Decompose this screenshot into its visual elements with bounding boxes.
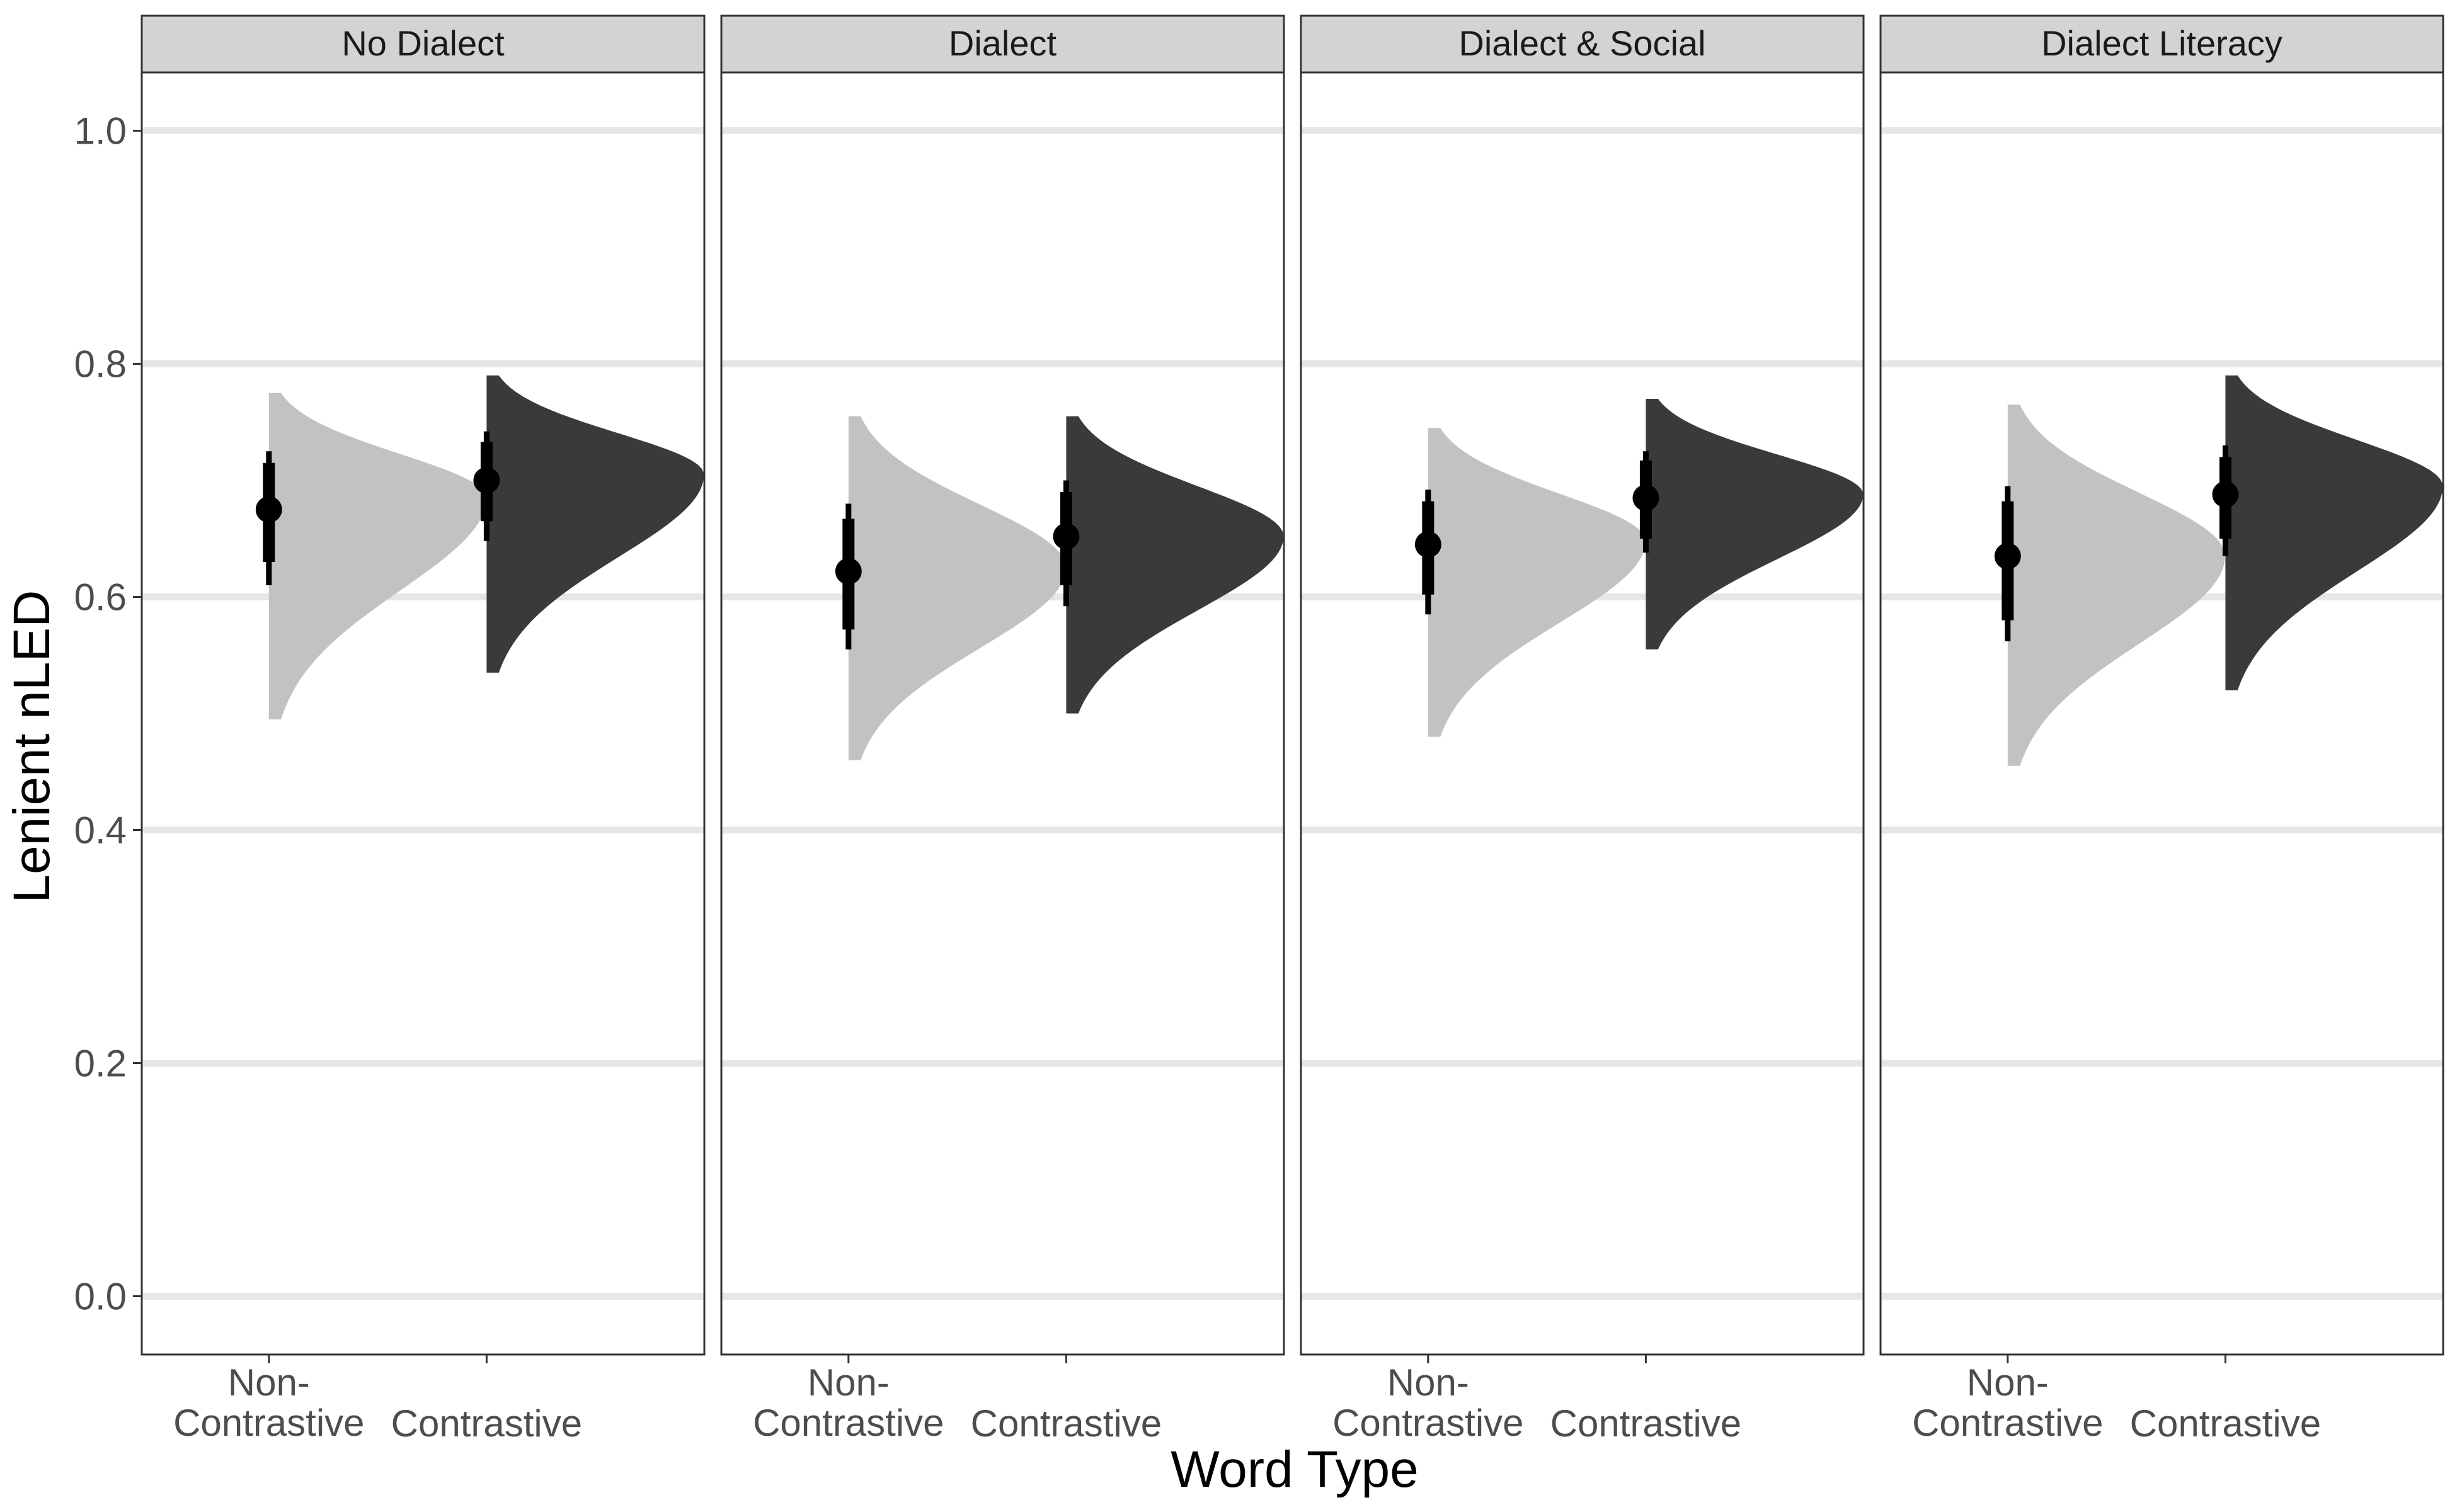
- facet-strip-label: Dialect Literacy: [2041, 23, 2282, 63]
- y-tick-label: 0.2: [74, 1043, 127, 1085]
- x-tick-label: Contrastive: [2130, 1402, 2321, 1445]
- y-tick-label: 0.4: [74, 810, 127, 852]
- density-shape-contrastive: [486, 375, 704, 673]
- density-shape-contrastive: [2225, 375, 2443, 690]
- median-point: [1632, 484, 1659, 512]
- panel-background: [1881, 72, 2443, 1354]
- median-point: [1994, 542, 2021, 570]
- median-point: [473, 467, 500, 494]
- x-tick-label: Contrastive: [1912, 1402, 2103, 1444]
- panel-background: [721, 72, 1284, 1354]
- facet-strip-label: Dialect & Social: [1458, 23, 1705, 63]
- x-tick-label: Contrastive: [971, 1402, 1162, 1445]
- density-shape-noncontrastive: [2007, 404, 2225, 766]
- y-axis: 0.0 0.2 0.4 0.6 0.8 1.0: [74, 110, 142, 1318]
- median-point: [2212, 481, 2239, 508]
- facet-strip-label: Dialect: [949, 23, 1057, 63]
- x-tick-label: Non-: [228, 1361, 310, 1404]
- x-tick-label: Contrastive: [753, 1402, 944, 1444]
- y-axis-title: Lenient nLED: [3, 590, 60, 903]
- density-shape-contrastive: [1646, 399, 1864, 650]
- panel-border: [140, 71, 706, 1356]
- density-shape-contrastive: [1066, 416, 1284, 714]
- density-shape-noncontrastive: [1428, 428, 1646, 737]
- y-tick-label: 0.0: [74, 1276, 127, 1318]
- y-tick-label: 1.0: [74, 110, 127, 152]
- density-shape-noncontrastive: [268, 392, 486, 719]
- y-tick-label: 0.6: [74, 576, 127, 619]
- density-shape-noncontrastive: [848, 416, 1066, 760]
- x-tick-label: Non-: [1387, 1361, 1469, 1404]
- x-tick-label: Contrastive: [391, 1402, 582, 1445]
- facet-strip: [140, 14, 706, 74]
- x-axis-title: Word Type: [1171, 1441, 1419, 1498]
- x-tick-label: Non-: [1967, 1361, 2049, 1404]
- panel-background: [142, 72, 704, 1354]
- median-point: [835, 558, 862, 585]
- panel-background: [1301, 72, 1864, 1354]
- x-tick-label: Contrastive: [1332, 1402, 1523, 1444]
- median-point: [1053, 523, 1080, 550]
- x-tick-label: Contrastive: [173, 1402, 364, 1444]
- facet-strip: [1879, 14, 2444, 74]
- panel-border: [1300, 71, 1865, 1356]
- facet-strip-label: No Dialect: [341, 23, 505, 63]
- median-point: [1414, 531, 1441, 558]
- panel-border: [1879, 71, 2444, 1356]
- y-tick-label: 0.8: [74, 343, 127, 386]
- panel-border: [720, 71, 1285, 1356]
- x-tick-label: Contrastive: [1550, 1402, 1741, 1445]
- median-point: [255, 496, 282, 523]
- x-tick-label: Non-: [808, 1361, 890, 1404]
- facet-strip: [1300, 14, 1865, 74]
